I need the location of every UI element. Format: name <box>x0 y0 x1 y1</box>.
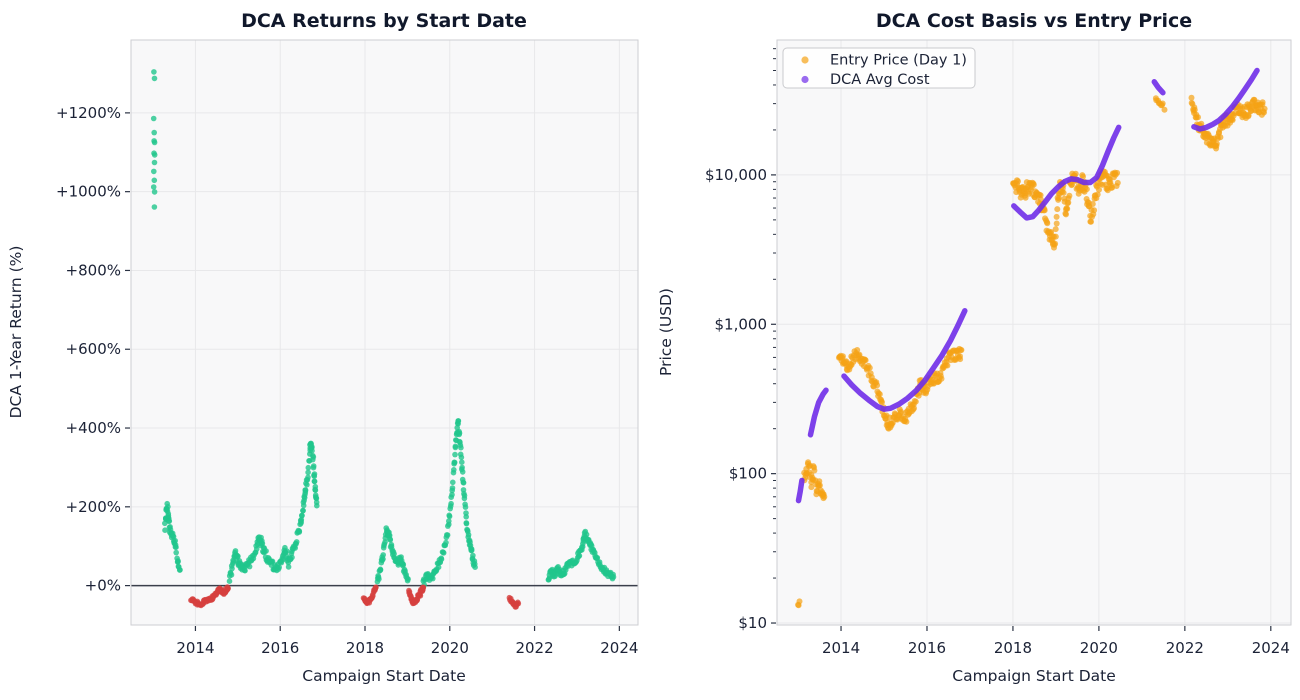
series-entry-price <box>795 94 1268 609</box>
svg-text:2014: 2014 <box>822 639 860 657</box>
returns-chart-title: DCA Returns by Start Date <box>241 10 527 32</box>
svg-text:2014: 2014 <box>176 639 214 657</box>
svg-text:2018: 2018 <box>346 639 384 657</box>
series-negative-return <box>188 584 522 610</box>
svg-text:2016: 2016 <box>908 639 946 657</box>
svg-text:$100: $100 <box>729 465 767 483</box>
legend-box <box>782 47 976 89</box>
svg-text:2022: 2022 <box>515 639 553 657</box>
svg-text:+400%: +400% <box>66 419 121 437</box>
svg-text:+800%: +800% <box>66 261 121 279</box>
entry-price-legend-marker <box>801 56 809 64</box>
svg-text:$1,000: $1,000 <box>715 315 768 333</box>
cost-basis-chart-title: DCA Cost Basis vs Entry Price <box>876 10 1192 32</box>
svg-text:2024: 2024 <box>600 639 638 657</box>
returns-x-axis-label: Campaign Start Date <box>302 667 466 685</box>
svg-text:$10: $10 <box>738 614 767 632</box>
series-dca-avg-cost <box>795 67 1260 504</box>
dca-avg-cost-legend-label: DCA Avg Cost <box>830 72 930 88</box>
svg-text:$10,000: $10,000 <box>705 166 767 184</box>
svg-text:+600%: +600% <box>66 340 121 358</box>
svg-text:2022: 2022 <box>1166 639 1204 657</box>
cost-basis-chart: 2014 2016 2018 2020 2022 2024 $10 $100 $1,000 $10… <box>657 10 1292 685</box>
svg-text:+1000%: +1000% <box>56 183 121 201</box>
svg-text:+0%: +0% <box>85 577 121 595</box>
svg-text:2018: 2018 <box>994 639 1032 657</box>
svg-text:2024: 2024 <box>1252 639 1290 657</box>
returns-plot-area: 2014 2016 2018 2020 2022 2024 +0% +200% +400% +60… <box>56 39 639 657</box>
cost-basis-plot-area: 2014 2016 2018 2020 2022 2024 $10 $100 $1,000 $10… <box>705 39 1292 657</box>
returns-y-axis-label: DCA 1-Year Return (%) <box>7 246 25 419</box>
cost-basis-x-axis-label: Campaign Start Date <box>952 667 1116 685</box>
series-positive-return <box>150 69 617 588</box>
returns-chart: 2014 2016 2018 2020 2022 2024 +0% +200% +400% +60… <box>7 10 639 685</box>
svg-text:+200%: +200% <box>66 498 121 516</box>
cost-basis-y-axis-label: Price (USD) <box>657 288 675 376</box>
entry-price-legend-label: Entry Price (Day 1) <box>830 53 967 69</box>
svg-text:2020: 2020 <box>431 639 469 657</box>
svg-text:2020: 2020 <box>1080 639 1118 657</box>
legend: Entry Price (Day 1) DCA Avg Cost <box>782 47 976 89</box>
svg-text:2016: 2016 <box>261 639 299 657</box>
svg-text:+1200%: +1200% <box>56 104 121 122</box>
dca-avg-cost-legend-marker <box>801 75 809 84</box>
